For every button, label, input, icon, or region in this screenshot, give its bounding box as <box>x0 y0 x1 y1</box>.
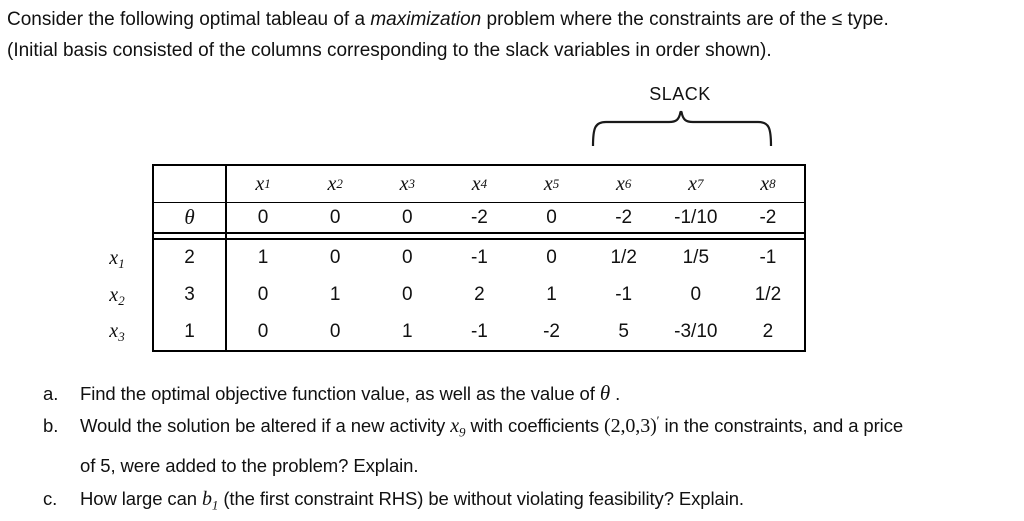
tableau-cell: 1 <box>257 247 269 269</box>
var-base: x <box>399 172 409 195</box>
question-c-text: How large can <box>80 488 202 509</box>
var-base: x <box>543 172 553 195</box>
objective-cell: -2 <box>587 203 660 234</box>
tableau-cell: 0 <box>329 320 341 342</box>
var-base: x <box>109 284 119 306</box>
tableau-cell: 0 <box>690 283 702 305</box>
tableau-cell: -1 <box>615 283 633 305</box>
tableau-cell: 1 <box>329 283 341 305</box>
var-base: x <box>109 247 119 269</box>
intro-text: problem where the constraints are of the… <box>481 9 889 30</box>
tableau-cell: 1 <box>546 283 557 305</box>
question-c: c. How large can b1 (the first constraint… <box>43 488 744 513</box>
theta-symbol: θ <box>184 205 195 229</box>
tableau-cell: 5 <box>618 320 629 342</box>
tableau-cell: 0 <box>257 283 269 305</box>
question-a-marker: a. <box>43 383 59 404</box>
question-a-text: Find the optimal objective function valu… <box>80 383 600 404</box>
var-base: x <box>450 415 459 437</box>
var-subscript: 3 <box>118 329 125 345</box>
basis-row-label-x2: x2 <box>100 284 134 307</box>
theta-symbol: θ <box>599 381 611 405</box>
tableau-cell: -1 <box>759 247 777 269</box>
tableau-cell: 1/2 <box>754 283 782 305</box>
objective-cell: 0 <box>227 203 300 234</box>
var-base: x <box>688 172 697 195</box>
tableau-cell: -3/10 <box>674 320 718 342</box>
intro-text: (Initial basis consisted of the columns … <box>7 40 772 61</box>
tableau-cell: -1 <box>470 320 488 342</box>
objective-cell: 0 <box>299 203 372 234</box>
intro-text: Consider the following optimal tableau o… <box>7 9 371 30</box>
objective-row-label: θ <box>154 203 227 234</box>
var-base: x <box>327 172 337 195</box>
var-subscript: 1 <box>211 497 219 513</box>
question-b-line1: b. Would the solution be altered if a new… <box>43 412 904 440</box>
var-base: x <box>471 172 481 195</box>
tableau-cell: -1 <box>470 247 488 269</box>
objective-cell: 0 <box>515 203 588 234</box>
tableau-cell: 1 <box>402 320 413 342</box>
problem-statement: Consider the following optimal tableau o… <box>7 4 889 66</box>
section-divider <box>227 234 804 240</box>
question-b-line2: of 5, were added to the problem? Explain… <box>43 455 418 477</box>
tableau-corner-cell <box>154 166 227 203</box>
section-divider <box>154 234 227 240</box>
slack-label: SLACK <box>649 84 711 104</box>
question-c-marker: c. <box>43 488 58 509</box>
objective-cell: -2 <box>443 203 516 234</box>
question-b-text: of 5, were added to the problem? Explain… <box>80 455 419 476</box>
var-subscript: 2 <box>118 293 125 309</box>
basis-row-label-x3: x3 <box>100 320 134 343</box>
coefficient-vector: (2,0,3) <box>604 415 657 437</box>
slack-brace <box>591 110 773 147</box>
tableau-cell: 0 <box>402 283 413 305</box>
var-base: x <box>760 172 770 195</box>
question-c-text: (the first constraint RHS) be without vi… <box>218 488 744 509</box>
tableau-cell: -2 <box>543 320 561 342</box>
tableau-cell: 2 <box>762 320 774 342</box>
basis-row-label-x1: x1 <box>100 247 134 270</box>
question-b-marker: b. <box>43 415 59 436</box>
objective-cell: -2 <box>731 203 804 234</box>
tableau-cell: 0 <box>329 247 341 269</box>
rhs-cell: 1 <box>154 313 227 350</box>
rhs-cell: 3 <box>154 276 227 314</box>
prime-mark: ′ <box>656 412 660 428</box>
tableau-cell: 2 <box>474 283 485 305</box>
question-a: a. Find the optimal objective function va… <box>43 381 620 406</box>
question-b-text: with coefficients <box>465 415 605 436</box>
intro-line-2: (Initial basis consisted of the columns … <box>7 35 889 66</box>
intro-line-1: Consider the following optimal tableau o… <box>7 4 889 35</box>
var-subscript: 1 <box>118 256 125 272</box>
var-base: x <box>255 172 265 195</box>
var-base: x <box>615 172 625 195</box>
question-b-text: Would the solution be altered if a new a… <box>80 415 451 436</box>
tableau-cell: 0 <box>257 320 269 342</box>
var-base: b <box>202 488 212 510</box>
var-subscript: 9 <box>459 424 466 440</box>
question-b-text: in the constraints, and a price <box>659 415 904 436</box>
tableau-cell: 0 <box>402 247 413 269</box>
intro-emphasis: maximization <box>370 9 482 30</box>
tableau-cell: 1/2 <box>610 247 637 269</box>
question-a-text: . <box>610 383 621 404</box>
brace-path <box>591 110 773 147</box>
tableau-cell: 0 <box>546 247 557 269</box>
tableau-cell: 1/5 <box>682 247 710 269</box>
var-base: x <box>109 320 119 342</box>
objective-cell: 0 <box>371 203 444 234</box>
rhs-cell: 2 <box>154 240 227 277</box>
objective-cell: -1/10 <box>659 203 732 234</box>
